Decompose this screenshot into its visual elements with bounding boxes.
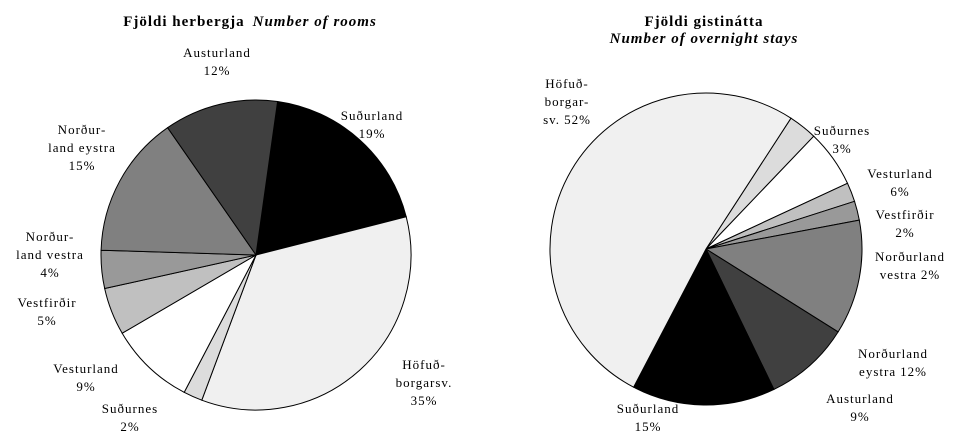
slice-label: Höfuð- borgar- sv. 52%: [543, 75, 591, 129]
value-label: 3%: [832, 141, 852, 156]
value-label: 9%: [850, 409, 870, 424]
slice-label: Vestfirðir 2%: [875, 206, 934, 242]
category-label: Austurland: [826, 391, 894, 406]
title-text: Fjöldi gistinátta: [644, 14, 764, 30]
value-label: 12%: [900, 364, 927, 379]
category-label: Vestfirðir: [17, 295, 77, 310]
category-label: Vesturland: [867, 166, 933, 181]
value-label: 2%: [920, 267, 941, 282]
value-label: 12%: [203, 63, 231, 78]
value-label: 15%: [68, 158, 96, 173]
slice-label: Norður- land vestra 4%: [16, 228, 84, 282]
pie-slice: [549, 92, 792, 388]
subtitle: Number of overnight stays: [609, 31, 799, 47]
category-label: Norður- land vestra: [16, 229, 84, 262]
category-label: Austurland: [183, 45, 251, 60]
pie-slice: [166, 99, 279, 257]
category-label: Vestfirðir: [875, 207, 935, 222]
category-label: Suðurland: [616, 401, 680, 416]
value-label: 52%: [564, 112, 591, 127]
value-label: 5%: [37, 313, 57, 328]
category-label: Suðurnes: [813, 123, 871, 138]
slice-label: Vesturland 9%: [53, 360, 119, 396]
pie-slice: [100, 126, 257, 256]
value-label: 9%: [76, 379, 96, 394]
pie-slice: [704, 247, 839, 391]
pie-slice: [121, 253, 258, 394]
category-label: Vesturland: [53, 361, 119, 376]
slice-label: Vesturland 6%: [867, 165, 933, 201]
subtitle: Number of rooms: [252, 14, 377, 30]
pie-slice: [704, 219, 863, 333]
value-label: 2%: [120, 419, 140, 434]
slice-label: Norðurland eystra 12%: [858, 345, 928, 381]
slice-label: Suðurnes 3%: [814, 122, 870, 158]
slice-label: Norðurland vestra 2%: [875, 248, 945, 284]
category-label: Höfuð- borgar- sv.: [543, 76, 590, 127]
slice-label: Vestfirðir 5%: [17, 294, 76, 330]
slice-label: Suðurland 19%: [341, 107, 403, 143]
slice-label: Austurland 12%: [183, 44, 251, 80]
slice-label: Höfuð- borgarsv. 35%: [396, 356, 453, 410]
value-label: 2%: [895, 225, 915, 240]
pie-slice: [632, 247, 775, 406]
value-label: 35%: [410, 393, 438, 408]
pie-slice: [201, 216, 412, 411]
chart-title: Fjöldi herbergja Number of rooms: [123, 14, 377, 31]
slice-label: Suðurnes 2%: [102, 400, 158, 436]
category-label: Norðurland eystra: [858, 346, 928, 379]
slice-label: Norður- land eystra 15%: [48, 121, 116, 175]
category-label: Norður- land eystra: [48, 122, 116, 155]
value-label: 6%: [890, 184, 910, 199]
value-label: 19%: [358, 126, 386, 141]
slice-label: Suðurland 15%: [617, 400, 679, 436]
title-text: Fjöldi herbergja: [123, 14, 245, 30]
category-label: Höfuð- borgarsv.: [395, 357, 453, 390]
chart-title: Fjöldi gistinátta Number of overnight sta…: [610, 14, 799, 48]
value-label: 15%: [634, 419, 662, 434]
slice-label: Austurland 9%: [826, 390, 894, 426]
category-label: Norðurland vestra: [875, 249, 945, 282]
category-label: Suðurnes: [101, 401, 159, 416]
category-label: Suðurland: [340, 108, 404, 123]
value-label: 4%: [40, 265, 60, 280]
pie-slice: [255, 100, 407, 256]
